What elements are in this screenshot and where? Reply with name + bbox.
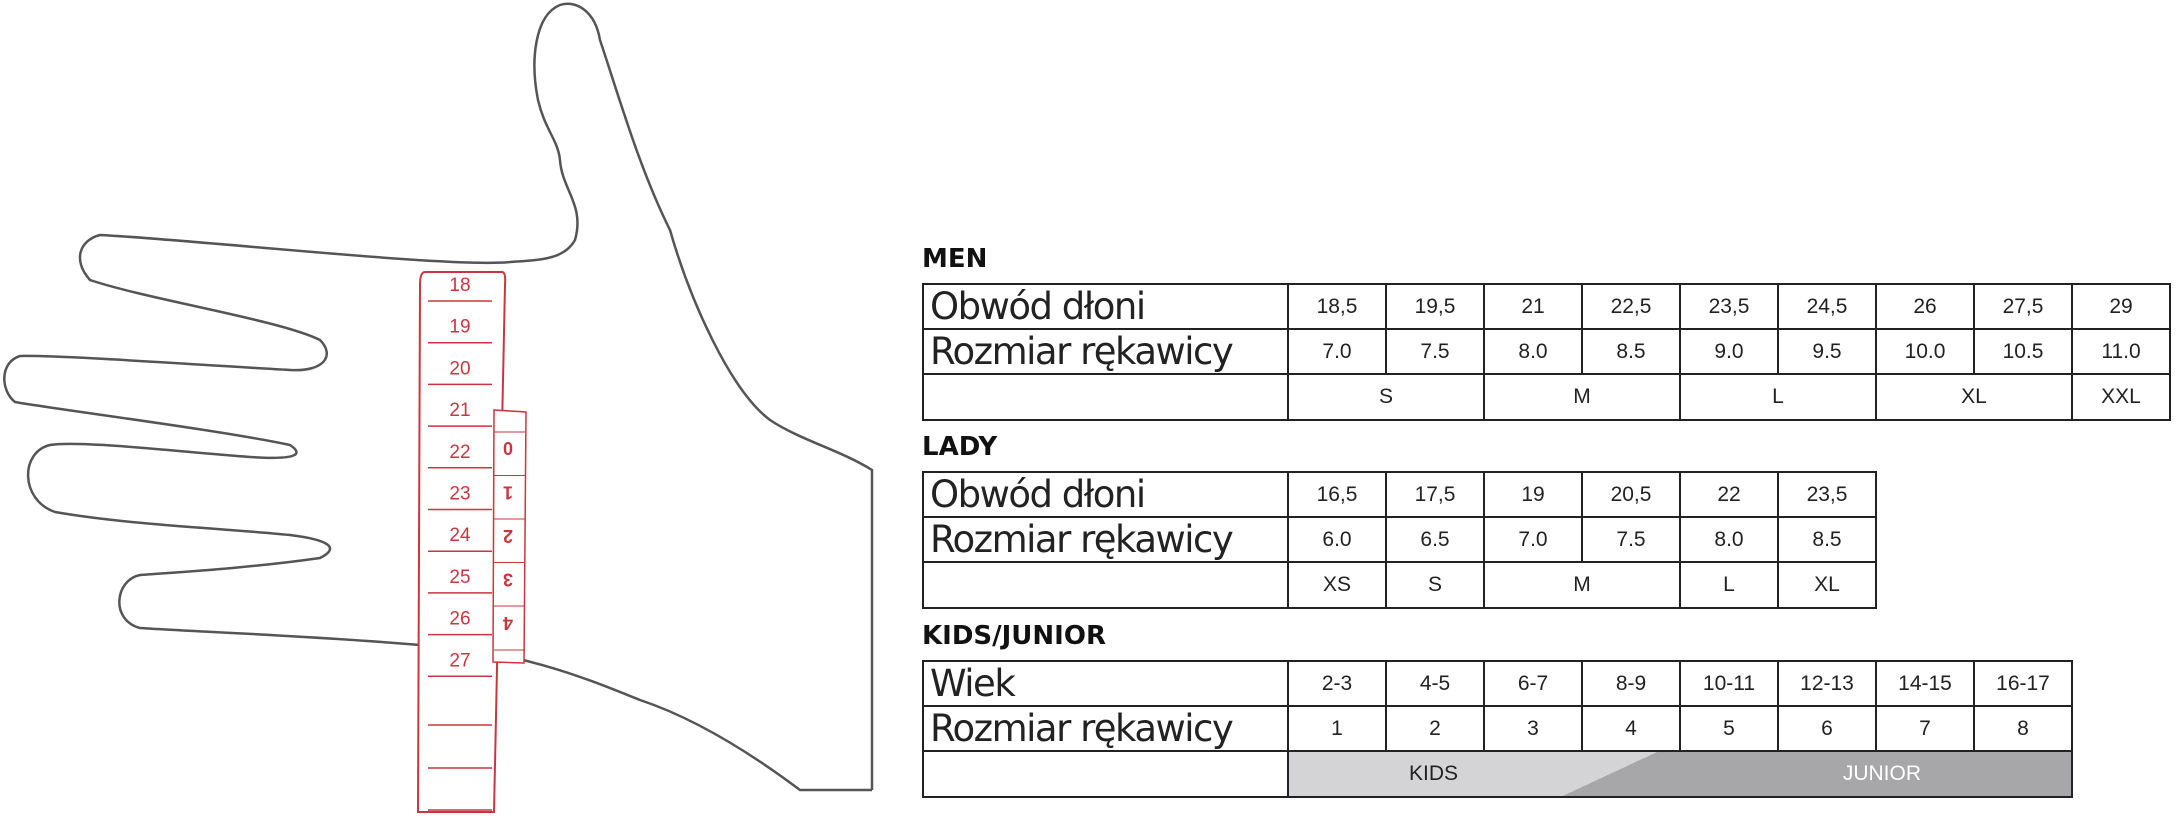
size-letter: S (1385, 561, 1485, 609)
tape-mark-label: 21 (449, 400, 470, 421)
hand-outline (3, 2, 874, 792)
cell: 4 (1581, 705, 1681, 752)
cell: 8-9 (1581, 660, 1681, 707)
cell: 22,5 (1581, 283, 1681, 330)
kids-row1-label: Wiek (922, 660, 1289, 707)
cell: 24,5 (1777, 283, 1877, 330)
kids-title: KIDS/JUNIOR (922, 621, 1106, 651)
size-letter: M (1483, 373, 1681, 421)
cell: 3 (1483, 705, 1583, 752)
cell: 18,5 (1287, 283, 1387, 330)
hand-diagram (3, 2, 874, 792)
cell: 8 (1973, 705, 2073, 752)
junior-label: JUNIOR (1842, 762, 1921, 785)
cell: 20,5 (1581, 471, 1681, 518)
cell: 2 (1385, 705, 1485, 752)
men-row1-label: Obwód dłoni (922, 283, 1289, 330)
cell: 19 (1483, 471, 1583, 518)
empty-cell (922, 373, 1289, 421)
cell: 1 (1287, 705, 1387, 752)
cell: 10.0 (1875, 328, 1975, 375)
size-letter: M (1483, 561, 1681, 609)
tape-mark-label: 22 (449, 442, 470, 463)
cell: 27,5 (1973, 283, 2073, 330)
cell: 7 (1875, 705, 1975, 752)
cell: 6.5 (1385, 516, 1485, 563)
cell: 23,5 (1777, 471, 1877, 518)
cell: 9.5 (1777, 328, 1877, 375)
cell: 12-13 (1777, 660, 1877, 707)
tape-mark-label: 19 (449, 317, 470, 338)
cell: 8.5 (1777, 516, 1877, 563)
cell: 14-15 (1875, 660, 1975, 707)
cell: 19,5 (1385, 283, 1485, 330)
cell: 2-3 (1287, 660, 1387, 707)
tape-mark-label: 27 (449, 650, 470, 671)
offset-mark-label: 2 (503, 526, 513, 546)
lady-row2-label: Rozmiar rękawicy (922, 516, 1289, 563)
cell: 5 (1679, 705, 1779, 752)
offset-mark-label: 0 (503, 439, 513, 459)
cell: 16,5 (1287, 471, 1387, 518)
men-row2-label: Rozmiar rękawicy (922, 328, 1289, 375)
cell: 10-11 (1679, 660, 1779, 707)
cell: 22 (1679, 471, 1779, 518)
cell: 10.5 (1973, 328, 2073, 375)
tape-mark-label: 23 (449, 484, 470, 505)
size-letter: L (1679, 373, 1877, 421)
cell: 9.0 (1679, 328, 1779, 375)
size-letter: L (1679, 561, 1779, 609)
offset-mark-label: 4 (503, 613, 513, 633)
cell: 8.0 (1679, 516, 1779, 563)
kids-row2-label: Rozmiar rękawicy (922, 705, 1289, 752)
cell: 21 (1483, 283, 1583, 330)
empty-cell (922, 750, 1289, 798)
cell: 17,5 (1385, 471, 1485, 518)
cell: 23,5 (1679, 283, 1779, 330)
tape-mark-label: 18 (449, 275, 470, 296)
kids-size-table: Wiek 2-3 4-5 6-7 8-9 10-11 12-13 14-15 16-17 Ro… (922, 660, 2073, 798)
lady-title: LADY (922, 432, 998, 462)
cell: 7.5 (1385, 328, 1485, 375)
cell: 4-5 (1385, 660, 1485, 707)
men-title: MEN (922, 244, 988, 274)
tape-mark-label: 26 (449, 609, 470, 630)
cell: 26 (1875, 283, 1975, 330)
tape-mark-label: 24 (449, 525, 471, 546)
cell: 7.0 (1483, 516, 1583, 563)
size-letter: XS (1287, 561, 1387, 609)
offset-mark-label: 3 (503, 570, 513, 590)
cell: 7.0 (1287, 328, 1387, 375)
size-letter: XL (1777, 561, 1877, 609)
men-size-table: Obwód dłoni 18,5 19,5 21 22,5 23,5 24,5 26 27,5… (922, 283, 2171, 421)
offset-mark-label: 1 (503, 483, 513, 503)
cell: 6.0 (1287, 516, 1387, 563)
offset-tape-strip (492, 409, 527, 664)
cell: 8.0 (1483, 328, 1583, 375)
kids-junior-band: KIDS JUNIOR (1287, 750, 2073, 798)
cell: 11.0 (2071, 328, 2171, 375)
lady-size-table: Obwód dłoni 16,5 17,5 19 20,5 22 23,5 Rozmiar… (922, 471, 1877, 609)
cell: 8.5 (1581, 328, 1681, 375)
kids-label: KIDS (1409, 762, 1459, 785)
tape-mark-label: 20 (449, 358, 470, 379)
tape-mark-label: 25 (449, 567, 470, 588)
cell: 16-17 (1973, 660, 2073, 707)
empty-cell (922, 561, 1289, 609)
size-letter: XL (1875, 373, 2073, 421)
cell: 7.5 (1581, 516, 1681, 563)
cell: 6-7 (1483, 660, 1583, 707)
size-letter: XXL (2071, 373, 2171, 421)
cell: 6 (1777, 705, 1877, 752)
lady-row1-label: Obwód dłoni (922, 471, 1289, 518)
cell: 29 (2071, 283, 2171, 330)
size-letter: S (1287, 373, 1485, 421)
